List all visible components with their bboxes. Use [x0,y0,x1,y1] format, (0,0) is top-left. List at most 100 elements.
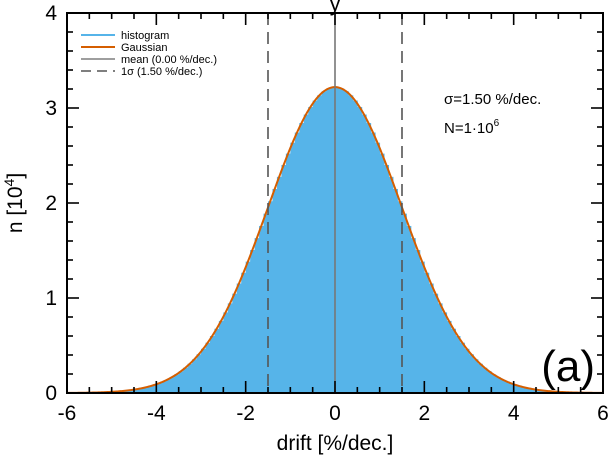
x-tick-label: 4 [508,402,520,425]
histogram-bar [134,389,139,393]
histogram-bar [495,377,501,393]
n-annotation: N=1·106 [444,118,500,137]
histogram-bar [254,238,260,393]
histogram-bar [263,213,269,393]
legend-label-sigma: 1σ (1.50 %/dec.) [121,66,202,78]
histogram-bar [415,250,421,393]
legend: histogram Gaussian mean (0.00 %/dec.) 1σ… [81,30,217,78]
histogram-bar [518,386,523,393]
histogram-bar [165,379,171,393]
histogram-bar [303,114,309,394]
histogram-bar [393,188,398,393]
histogram-bar [482,367,488,393]
histogram-bar [531,389,537,393]
histogram-bar [294,132,300,393]
x-tick-label: -2 [236,402,255,425]
x-tick-label: 6 [597,402,609,425]
legend-label-gaussian: Gaussian [121,42,167,54]
histogram-bar [375,142,381,393]
histogram-bar [460,342,465,393]
histogram-bar [214,328,220,393]
histogram-bar [321,91,327,393]
x-tick-label: 2 [418,402,430,425]
histogram-bar [169,377,175,393]
histogram-bar [299,123,305,394]
panel-label: (a) [541,342,595,391]
histogram-bar [147,386,153,393]
histogram-bar [335,87,340,393]
histogram-bar [366,123,372,394]
histogram-bar [477,363,483,393]
histogram-bars [111,87,559,394]
x-tick-label: 0 [329,402,341,425]
histogram-bar [473,359,479,393]
histogram-bar [236,283,242,393]
legend-label-mean: mean (0.00 %/dec.) [121,54,217,66]
histogram-bar [339,88,345,394]
y-axis-label-close: ] [4,173,27,179]
n-annotation-sup: 6 [494,118,500,129]
histogram-bar [348,95,354,394]
histogram-bar [500,379,506,393]
histogram-bar [174,374,180,393]
y-tick-label: 0 [45,382,57,405]
histogram-bar [352,100,358,394]
histogram-bar [486,371,492,393]
histogram-bar [410,238,416,393]
histogram-bar [312,100,318,394]
histogram-bar [201,348,206,393]
y-axis-label: n [104] [1,173,27,233]
histogram-bar [209,336,215,393]
histogram-bar [343,91,349,393]
histogram-bar [250,250,255,393]
x-axis-label: drift [%/dec.] [277,432,394,455]
y-tick-label: 3 [45,97,57,120]
y-tick-label: 4 [45,2,57,25]
y-tick-label: 2 [45,192,57,215]
y-tick-labels: 0 1 2 3 4 [45,2,57,405]
x-tick-labels: -6 -4 -2 0 2 4 6 [58,402,609,425]
histogram-bar [361,114,367,394]
histogram-bar [424,272,430,393]
histogram-bar [464,348,470,393]
histogram-bar [142,387,148,393]
histogram-bar [402,213,407,393]
histogram-bar [451,328,456,393]
histogram-bar [227,303,233,393]
histogram-bar [326,88,331,394]
histogram-bar [384,164,389,393]
histogram-bar [317,95,322,394]
histogram-bar [259,225,264,393]
histogram-bar [268,201,273,393]
histogram-bar [285,153,291,393]
histogram-bar [370,132,376,393]
histogram-bar [205,342,211,393]
histogram-bar [357,106,363,393]
histogram-bar [446,320,452,393]
histogram-bar [232,293,238,393]
histogram-bar [527,388,532,393]
histogram-bar [183,367,188,393]
histogram-bar [160,381,166,393]
histogram-bar [469,354,474,393]
histogram-bar [178,371,184,393]
histogram-bar [245,261,251,393]
histogram-bar [120,390,126,393]
histogram-bar [187,363,193,393]
histogram-bar [491,374,497,393]
title-fragment: y [330,0,341,16]
histogram-bar [192,359,197,393]
y-tick-label: 1 [45,287,57,310]
histogram-bar [428,283,434,393]
histogram-bar [433,293,439,393]
y-axis-label-sup: 4 [1,178,17,186]
histogram-bar [241,272,247,393]
histogram-bar [504,381,510,393]
axis-ticks [66,12,604,394]
histogram-bar [218,320,224,393]
histogram-bar [308,106,314,393]
histogram-bar [125,390,130,393]
histogram-bar [156,383,162,393]
histogram-bar [379,153,385,393]
histogram-bar [138,388,144,393]
